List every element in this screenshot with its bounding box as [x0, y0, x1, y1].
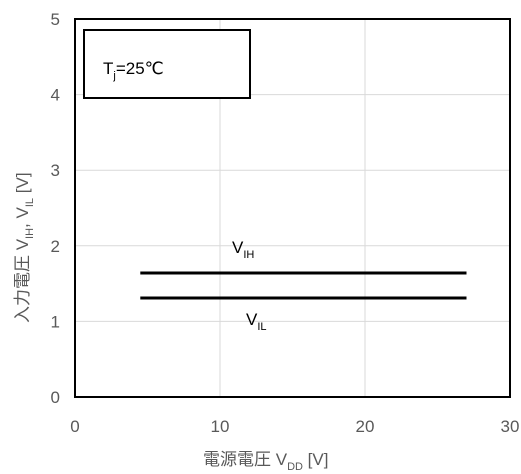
x-axis-label: 電源電圧 VDD [V]	[203, 450, 328, 473]
x-tick-label: 20	[356, 417, 375, 436]
y-tick-label: 2	[51, 237, 60, 256]
y-axis-label: 入力電圧 VIH, VIL [V]	[13, 172, 36, 323]
series-label-vil: VIL	[246, 310, 267, 333]
x-tick-label: 30	[501, 417, 520, 436]
condition-text: Tj=25℃	[103, 59, 164, 82]
y-tick-label: 1	[51, 312, 60, 331]
x-ticks: 0 10 20 30	[70, 417, 519, 436]
y-tick-label: 3	[51, 161, 60, 180]
y-tick-label: 5	[51, 10, 60, 29]
series-label-vih: VIH	[232, 238, 254, 261]
y-tick-label: 0	[51, 388, 60, 407]
y-tick-label: 4	[51, 86, 60, 105]
condition-box	[83, 29, 251, 99]
series-lines	[140, 271, 467, 300]
x-tick-label: 10	[211, 417, 230, 436]
x-tick-label: 0	[70, 417, 79, 436]
y-ticks: 0 1 2 3 4 5	[51, 10, 60, 407]
plot-frame	[74, 18, 511, 398]
